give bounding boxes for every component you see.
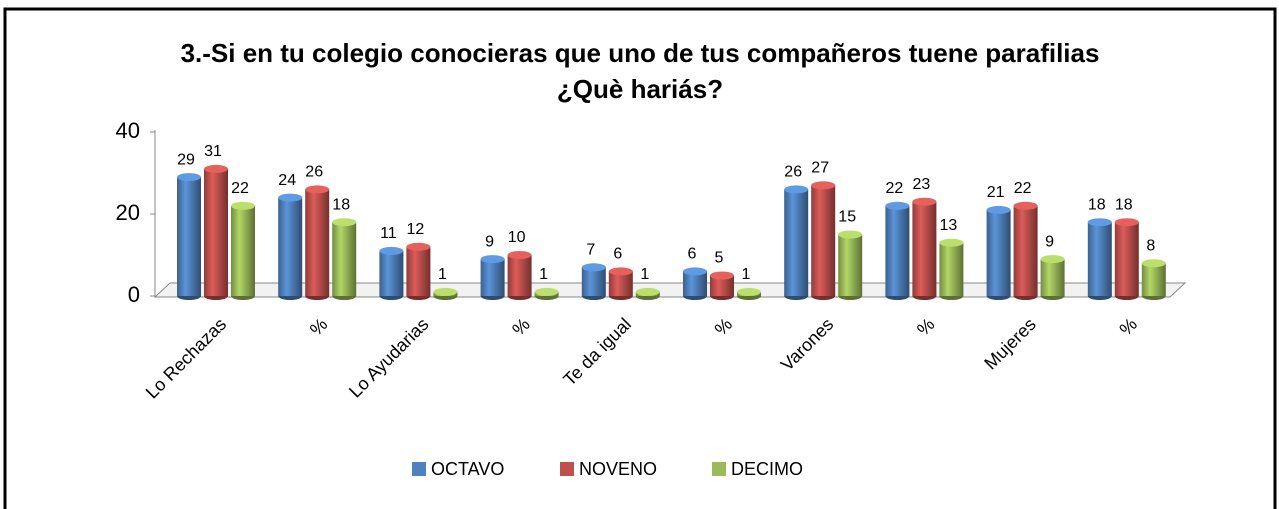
bar-top bbox=[986, 205, 1011, 214]
bar-top bbox=[231, 201, 255, 210]
data-label: 18 bbox=[332, 196, 350, 213]
bar bbox=[608, 271, 633, 296]
bar bbox=[406, 246, 431, 296]
bar bbox=[204, 168, 228, 296]
bar-top bbox=[1087, 218, 1112, 227]
data-label: 1 bbox=[438, 266, 447, 283]
bar-top bbox=[379, 246, 404, 255]
bar bbox=[811, 185, 836, 296]
data-label: 1 bbox=[539, 266, 548, 283]
bar-top bbox=[406, 242, 431, 251]
bar-top bbox=[534, 287, 559, 296]
data-label: 21 bbox=[987, 184, 1005, 201]
data-label: 6 bbox=[613, 246, 622, 263]
bar bbox=[1013, 205, 1038, 296]
data-label: 9 bbox=[1045, 233, 1054, 250]
bar-top bbox=[278, 193, 303, 202]
bar bbox=[231, 205, 255, 296]
data-label: 9 bbox=[485, 233, 494, 250]
bar-top bbox=[507, 251, 532, 259]
legend-swatch bbox=[560, 462, 574, 476]
bar-top bbox=[581, 263, 606, 272]
data-label: 7 bbox=[586, 242, 595, 259]
bar bbox=[1087, 222, 1112, 296]
data-label: 23 bbox=[913, 176, 931, 193]
data-label: 13 bbox=[940, 217, 958, 234]
bar bbox=[507, 255, 532, 296]
bar-top bbox=[1040, 255, 1065, 264]
data-label: 26 bbox=[784, 164, 802, 181]
data-label: 18 bbox=[1115, 196, 1133, 213]
data-label: 27 bbox=[811, 160, 829, 177]
bar-top bbox=[1114, 218, 1139, 227]
legend-swatch bbox=[412, 462, 426, 476]
bar-top bbox=[939, 238, 964, 247]
bar bbox=[278, 197, 303, 296]
bar bbox=[332, 222, 357, 296]
chart-title: 3.-Si en tu colegio conocieras que uno d… bbox=[181, 38, 1100, 68]
bar-top bbox=[433, 287, 458, 296]
bar-top bbox=[811, 181, 836, 190]
legend-label: NOVENO bbox=[579, 459, 657, 479]
bar bbox=[710, 275, 734, 296]
data-label: 22 bbox=[886, 180, 904, 197]
data-label: 24 bbox=[278, 172, 296, 189]
y-tick-label: 0 bbox=[128, 282, 140, 307]
bar bbox=[986, 209, 1011, 296]
bar-top bbox=[635, 287, 660, 296]
bar bbox=[838, 234, 863, 296]
bar-top bbox=[1013, 201, 1038, 210]
bar bbox=[305, 189, 330, 296]
bar-top bbox=[480, 255, 505, 264]
data-label: 22 bbox=[231, 180, 249, 197]
y-tick-label: 40 bbox=[116, 118, 140, 143]
legend-label: OCTAVO bbox=[431, 459, 504, 479]
bar-top bbox=[710, 271, 734, 280]
bar bbox=[1141, 263, 1166, 296]
bar-top bbox=[177, 173, 201, 182]
bar-top bbox=[838, 230, 863, 239]
data-label: 29 bbox=[177, 151, 195, 168]
bar-top bbox=[683, 267, 707, 276]
bar bbox=[1114, 222, 1139, 296]
bar-top bbox=[332, 218, 357, 227]
data-label: 8 bbox=[1146, 237, 1155, 254]
bar bbox=[885, 205, 910, 296]
bar bbox=[1040, 259, 1065, 296]
bar-top bbox=[305, 185, 330, 194]
data-label: 6 bbox=[688, 246, 697, 263]
bar bbox=[177, 177, 201, 296]
data-label: 31 bbox=[204, 143, 222, 160]
bar bbox=[379, 250, 404, 296]
legend-swatch bbox=[712, 462, 726, 476]
bar bbox=[683, 271, 707, 296]
bar-top bbox=[737, 287, 761, 296]
y-tick-label: 20 bbox=[116, 200, 140, 225]
bar bbox=[912, 201, 937, 296]
legend-label: DECIMO bbox=[731, 459, 803, 479]
bar bbox=[939, 242, 964, 296]
data-label: 1 bbox=[742, 266, 751, 283]
chart-subtitle: ¿Què hariás? bbox=[557, 74, 723, 104]
data-label: 15 bbox=[838, 209, 856, 226]
bar-top bbox=[1141, 259, 1166, 268]
data-label: 22 bbox=[1014, 180, 1032, 197]
bar bbox=[581, 267, 606, 296]
data-label: 12 bbox=[407, 221, 425, 238]
data-label: 10 bbox=[508, 229, 526, 246]
bar bbox=[784, 189, 809, 296]
bar-top bbox=[784, 185, 809, 194]
data-label: 5 bbox=[715, 250, 724, 267]
bar-top bbox=[204, 164, 228, 173]
bar-top bbox=[912, 197, 937, 206]
data-label: 26 bbox=[305, 164, 323, 181]
bar-top bbox=[608, 267, 633, 276]
data-label: 1 bbox=[640, 266, 649, 283]
data-label: 18 bbox=[1088, 196, 1106, 213]
data-label: 11 bbox=[380, 225, 397, 242]
bar-top bbox=[885, 201, 910, 210]
bar bbox=[480, 259, 505, 296]
